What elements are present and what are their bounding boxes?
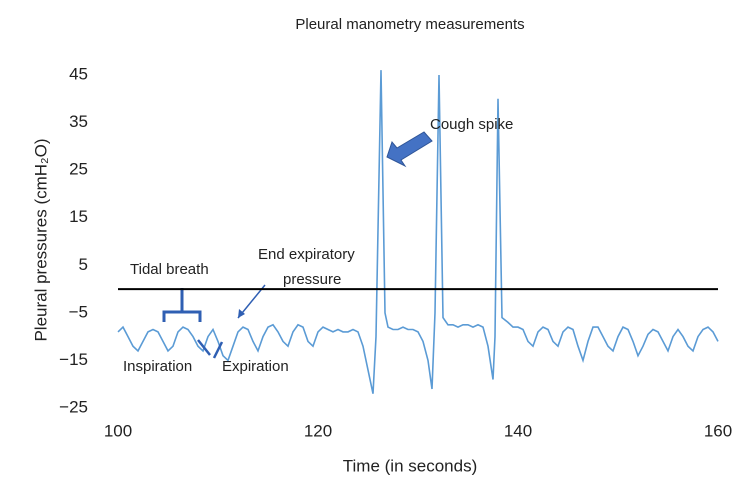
arrow	[212, 341, 224, 359]
arrow	[197, 339, 211, 356]
y-tick-label: −25	[59, 397, 88, 416]
y-tick-label: 35	[69, 112, 88, 131]
annotation: Tidal breath	[130, 261, 209, 278]
x-tick-label: 160	[704, 421, 732, 440]
annotation: Expiration	[222, 358, 289, 375]
annotation: Cough spike	[430, 116, 513, 133]
data-line	[117, 70, 719, 394]
annotation: End expiratory	[258, 246, 355, 263]
x-tick-label: 100	[104, 421, 132, 440]
brace	[162, 288, 202, 322]
cough-arrow	[386, 131, 433, 168]
chart-title: Pleural manometry measurements	[295, 16, 524, 33]
arrow-head	[238, 309, 245, 318]
x-tick-label: 120	[304, 421, 332, 440]
y-axis-label: Pleural pressures (cmH₂O)	[31, 138, 50, 341]
annotation: pressure	[283, 271, 341, 288]
x-tick-label: 140	[504, 421, 532, 440]
y-tick-label: 25	[69, 160, 88, 179]
y-tick-label: −5	[69, 302, 88, 321]
y-tick-label: −15	[59, 350, 88, 369]
x-axis-label: Time (in seconds)	[343, 456, 477, 475]
y-tick-label: 45	[69, 64, 88, 83]
y-tick-label: 5	[79, 255, 88, 274]
y-tick-label: 15	[69, 207, 88, 226]
annotation: Inspiration	[123, 358, 192, 375]
